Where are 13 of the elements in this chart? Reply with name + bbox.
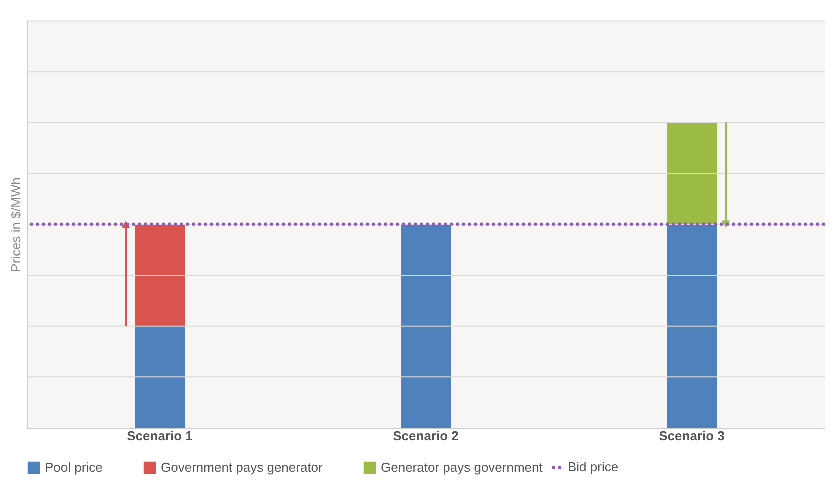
bar [135, 326, 185, 428]
bar [667, 224, 717, 428]
x-tick-label: Scenario 1 [127, 428, 193, 444]
y-axis-title: Prices in $/MWh [8, 178, 24, 272]
bar [667, 122, 717, 224]
legend-label: Generator pays government [381, 460, 544, 475]
legend-label: Pool price [45, 460, 103, 475]
bar [135, 224, 185, 326]
x-tick-label: Scenario 3 [659, 428, 725, 444]
bar [401, 224, 451, 428]
x-tick-label: Scenario 2 [393, 428, 459, 444]
legend-label: Bid price [568, 460, 619, 474]
legend-label: Government pays generator [161, 460, 324, 475]
